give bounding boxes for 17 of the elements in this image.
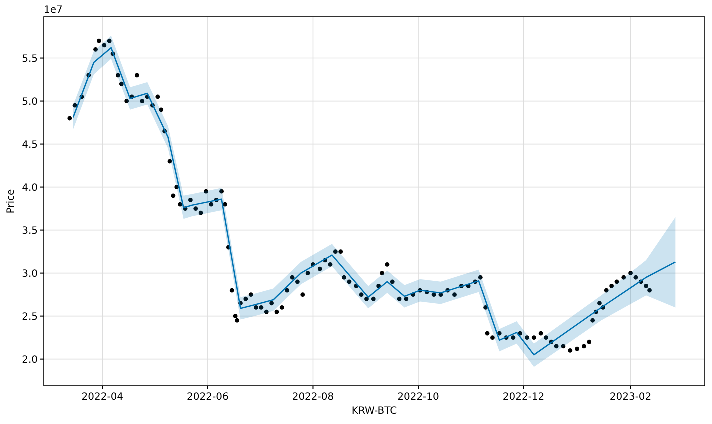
text: 1e7 — [44, 5, 63, 16]
y-tick-label: 2.5 — [22, 312, 38, 323]
y-tick-label: 3.0 — [22, 268, 38, 280]
y-tick-label: 4.5 — [22, 140, 38, 151]
y-tick-label: 5.0 — [22, 96, 38, 108]
y-tick-label: 4.0 — [22, 182, 38, 194]
y-tick-label: 3.5 — [22, 226, 38, 237]
x-tick-label: 2022-06 — [187, 392, 229, 403]
x-tick-label: 2022-10 — [398, 392, 440, 403]
x-axis-title: KRW-BTC — [352, 406, 398, 417]
x-tick-label: 2023-02 — [610, 392, 652, 403]
y-tick-label: 5.5 — [22, 54, 38, 65]
y-axis-title: Price — [6, 189, 17, 214]
x-tick-label: 2022-12 — [502, 392, 545, 403]
y-tick-label: 2.0 — [22, 354, 38, 366]
x-tick-label: 2022-04 — [82, 392, 124, 403]
x-tick-label: 2022-08 — [292, 392, 334, 403]
